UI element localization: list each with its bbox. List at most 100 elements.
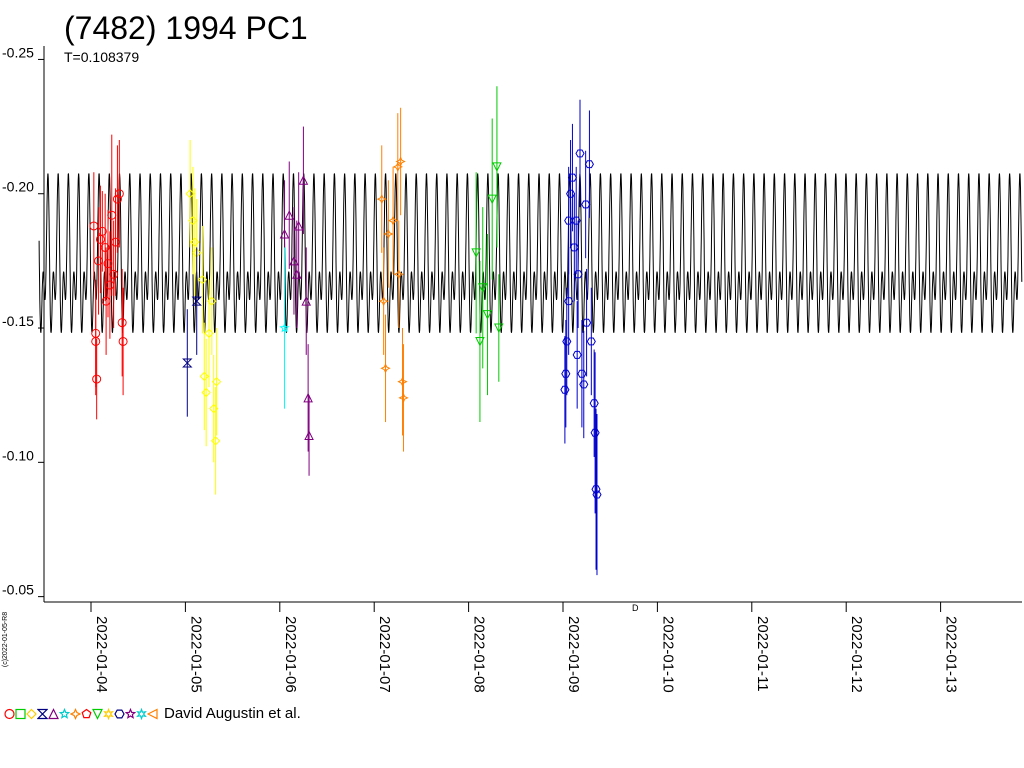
legend-symbols [4,707,158,721]
data-point [493,274,504,382]
point-marker [471,248,481,258]
point-marker [392,161,403,173]
point-marker [199,371,209,382]
data-point [572,301,582,409]
star4-icon [70,708,81,720]
point-marker [201,387,211,398]
data-point [284,161,295,269]
data-point [89,172,99,280]
point-marker [493,323,504,334]
data-point [91,287,101,396]
y-tick-label: -0.25 [2,44,34,60]
data-point [114,140,124,248]
data-point [279,247,290,409]
data-point [573,220,583,329]
data-point [190,188,200,296]
data-point [560,336,570,444]
star-icon [59,707,70,719]
point-marker [197,274,208,285]
hourglass-icon [37,708,48,720]
point-marker [398,392,409,404]
diamond-icon [26,708,37,720]
y-tick-label: -0.05 [2,582,34,598]
square-icon [15,708,26,720]
data-point [378,247,389,355]
data-point [584,110,594,218]
data-point [97,191,107,272]
point-marker [378,296,389,307]
point-marker [291,269,302,279]
point-marker [592,490,602,499]
point-marker [301,296,312,306]
data-point [566,140,576,248]
data-point [471,172,481,334]
data-point [477,207,488,369]
data-point [380,314,391,423]
point-marker [118,336,128,346]
data-point [117,268,127,377]
data-point [376,145,387,253]
point-marker [279,322,290,333]
point-marker [279,228,290,239]
point-marker [89,221,99,231]
point-marker [210,436,221,446]
x-tick-label: 2022-01-10 [659,616,676,693]
data-point [586,287,596,396]
circle-icon [4,708,15,720]
x-tick-label: 2022-01-07 [376,616,393,693]
point-marker [586,337,596,346]
point-marker [112,194,122,204]
data-point [92,338,102,420]
point-marker [393,269,404,280]
y-tick-label: -0.20 [2,179,34,195]
data-point [201,338,211,447]
star-triangle-icon [125,707,136,719]
chart-subtitle: T=0.108379 [64,49,140,65]
point-marker [395,156,406,167]
point-marker [582,318,592,327]
point-marker [487,194,498,205]
data-point [188,166,198,275]
data-point [577,319,587,428]
data-point [592,413,602,576]
point-marker [289,255,299,266]
point-marker [591,485,601,494]
point-marker [117,318,127,328]
point-marker [376,193,387,205]
point-marker [284,210,295,220]
x-tick-label: 2022-01-12 [848,616,865,693]
point-marker [100,242,110,252]
data-point [564,166,574,275]
data-point [575,99,585,208]
point-marker [97,226,107,236]
data-point [298,126,309,235]
model-curve [38,173,1023,333]
x-tick-label: 2022-01-08 [471,616,488,693]
data-point [207,247,217,355]
point-marker [190,237,200,247]
point-marker [101,296,111,306]
point-marker [304,430,314,440]
point-marker [581,200,591,209]
point-marker [211,377,222,387]
x-tick-label: 2022-01-06 [282,616,299,693]
pentagon-icon [81,708,92,719]
chart-title: (7482) 1994 PC1 [64,10,308,46]
data-point [397,328,408,436]
triangle-left-icon [147,708,158,720]
point-marker [492,162,502,172]
point-marker [561,369,571,378]
data-point [118,287,128,396]
point-marker [475,336,485,347]
point-marker [380,363,391,374]
data-point [197,225,208,334]
point-marker [397,376,408,387]
star6-icon [103,707,114,721]
triangle-down-icon [92,708,103,720]
data-point [487,118,498,280]
legend: David Augustin et al. [4,704,301,724]
point-marker [383,228,394,240]
point-marker [482,310,493,320]
data-point [582,268,592,377]
